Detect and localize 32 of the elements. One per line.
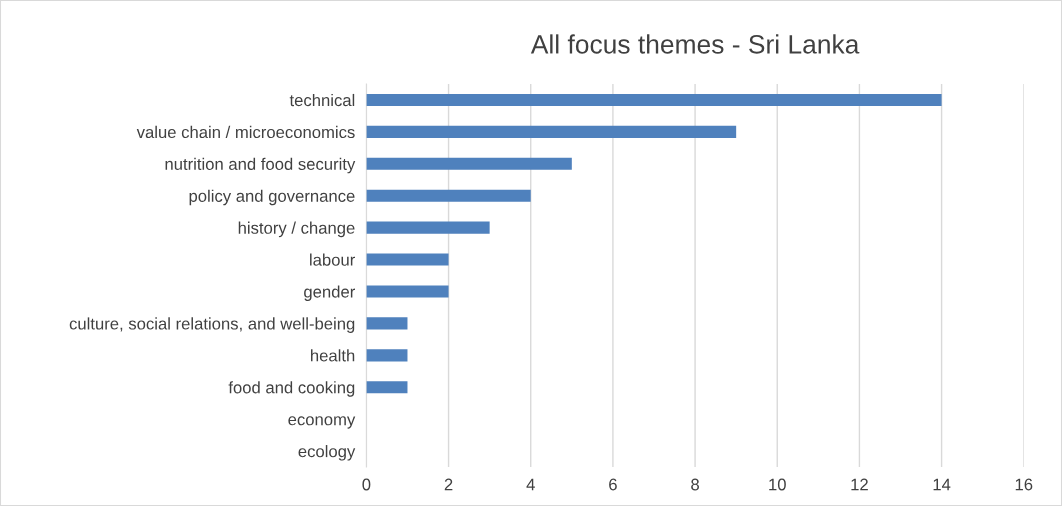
bar bbox=[366, 253, 449, 266]
y-tick-label: technical bbox=[289, 93, 355, 107]
y-tick-label: ecology bbox=[298, 445, 356, 461]
bar bbox=[366, 317, 408, 330]
y-tick-label: policy and governance bbox=[189, 189, 355, 206]
y-tick-label: history / change bbox=[238, 221, 355, 238]
x-tick-label: 0 bbox=[362, 478, 371, 491]
bar bbox=[366, 189, 531, 202]
x-tick-label: 8 bbox=[691, 478, 699, 491]
y-tick-label: health bbox=[311, 349, 355, 362]
x-tick-label: 6 bbox=[609, 478, 617, 491]
y-tick-label: gender bbox=[304, 285, 356, 301]
bar bbox=[366, 125, 737, 138]
x-tick-label: 12 bbox=[851, 478, 868, 491]
x-tick-label: 10 bbox=[769, 478, 786, 491]
x-tick-label: 2 bbox=[444, 478, 453, 491]
y-tick-label: value chain / microeconomics bbox=[136, 125, 355, 139]
x-tick-label: 4 bbox=[526, 478, 535, 491]
bar bbox=[366, 93, 942, 107]
bar bbox=[366, 285, 449, 298]
x-tick-label: 14 bbox=[933, 478, 951, 491]
y-tick-label: economy bbox=[288, 416, 356, 429]
bar bbox=[366, 221, 490, 234]
bar bbox=[366, 157, 572, 170]
bar bbox=[366, 349, 408, 362]
bar bbox=[366, 381, 408, 394]
y-tick-label: food and cooking bbox=[228, 381, 355, 397]
y-tick-label: nutrition and food security bbox=[165, 157, 356, 174]
x-tick-label: 16 bbox=[1015, 478, 1033, 491]
y-tick-label: culture, social relations, and well-being bbox=[69, 317, 355, 333]
chart-title: All focus themes - Sri Lanka bbox=[530, 34, 860, 54]
y-tick-label: labour bbox=[310, 253, 356, 266]
